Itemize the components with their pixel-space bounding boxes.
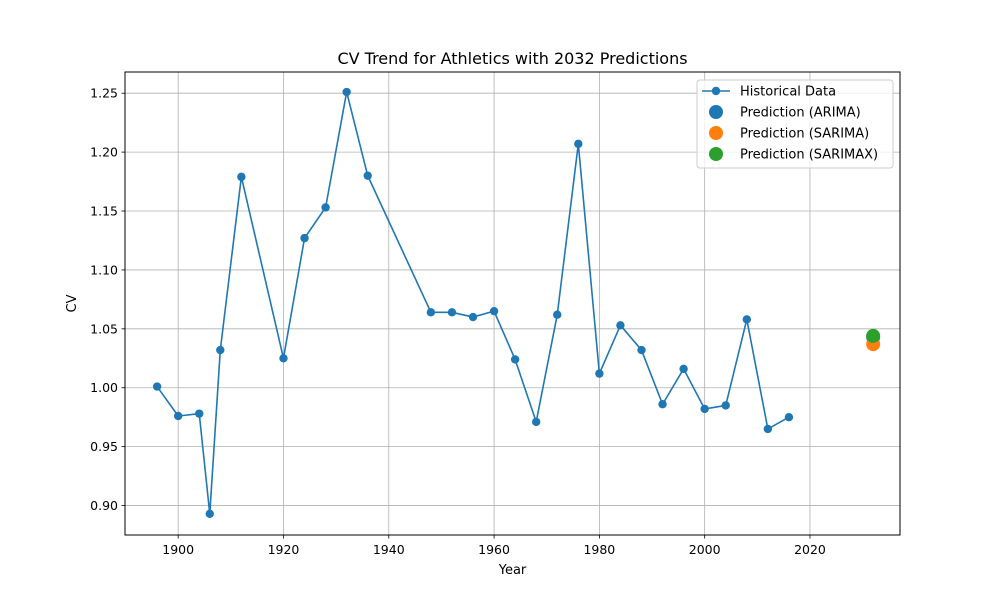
historical-data-point [173, 411, 183, 421]
historical-data-point [447, 308, 457, 317]
historical-data-point [595, 369, 604, 378]
legend-point-swatch [709, 126, 723, 140]
x-tick-label: 1940 [373, 542, 405, 557]
historical-data-point [721, 401, 730, 410]
historical-data-point [426, 308, 436, 317]
prediction-point [866, 328, 881, 343]
y-tick-label: 1.20 [90, 145, 118, 160]
historical-data-point [510, 355, 520, 364]
x-tick-label: 1900 [162, 542, 194, 557]
x-axis-label: Year [498, 563, 527, 578]
historical-data-point [553, 310, 562, 319]
y-tick-label: 1.10 [90, 262, 118, 277]
y-tick-label: 1.05 [90, 321, 118, 336]
chart-title: CV Trend for Athletics with 2032 Predict… [337, 49, 687, 68]
historical-data-point [700, 404, 709, 414]
x-tick-label: 2020 [794, 542, 826, 557]
legend-point-swatch [709, 105, 723, 119]
historical-data-point [363, 171, 372, 180]
historical-data-point [279, 354, 288, 363]
legend-entry-label: Historical Data [740, 85, 836, 100]
historical-data-point [205, 509, 214, 518]
historical-data-point [489, 306, 499, 316]
legend: Historical Data Prediction (ARIMA) Predict… [696, 79, 894, 169]
historical-data-point [237, 172, 246, 182]
y-tick-label: 1.00 [90, 380, 118, 395]
x-tick-label: 1980 [583, 542, 615, 557]
plot-frame [124, 71, 901, 536]
historical-data-point [679, 364, 688, 374]
historical-data-point [195, 409, 204, 418]
historical-data-point [342, 87, 351, 97]
historical-data-point [763, 424, 773, 434]
legend-marker-swatch [711, 86, 721, 96]
y-tick-label: 0.95 [90, 439, 118, 454]
historical-data-point [574, 139, 583, 149]
y-tick-label: 0.90 [90, 498, 118, 513]
plot-area [152, 87, 881, 518]
legend-entry-label: Prediction (SARIMA) [740, 127, 869, 142]
historical-data-point [300, 233, 309, 243]
x-tick-label: 1920 [268, 542, 300, 557]
x-tick-label: 2000 [689, 542, 721, 557]
y-axis-label: CV [65, 294, 80, 312]
y-tick-label: 1.25 [90, 86, 118, 101]
y-tick-label: 1.15 [90, 204, 118, 219]
historical-data-point [616, 321, 625, 330]
historical-data-point [531, 417, 541, 427]
legend-point-swatch [709, 147, 723, 161]
legend-entry-label: Prediction (ARIMA) [740, 106, 861, 121]
historical-data-point [321, 203, 330, 212]
historical-data-point [637, 345, 646, 355]
historical-data-point [658, 400, 667, 409]
historical-data-point [784, 412, 794, 422]
historical-data-point [216, 345, 225, 355]
historical-data-point [468, 312, 478, 322]
historical-data-point [742, 315, 751, 324]
historical-data-line [156, 91, 790, 515]
historical-data-point [152, 382, 162, 391]
x-tick-label: 1960 [478, 542, 510, 557]
legend-entry-label: Prediction (SARIMAX) [740, 148, 878, 163]
legend-box [696, 79, 894, 169]
axis-ticks: 1900 1920 1940 1960 1980 2000 2020 0.90 0.95 1.00… [90, 86, 826, 557]
